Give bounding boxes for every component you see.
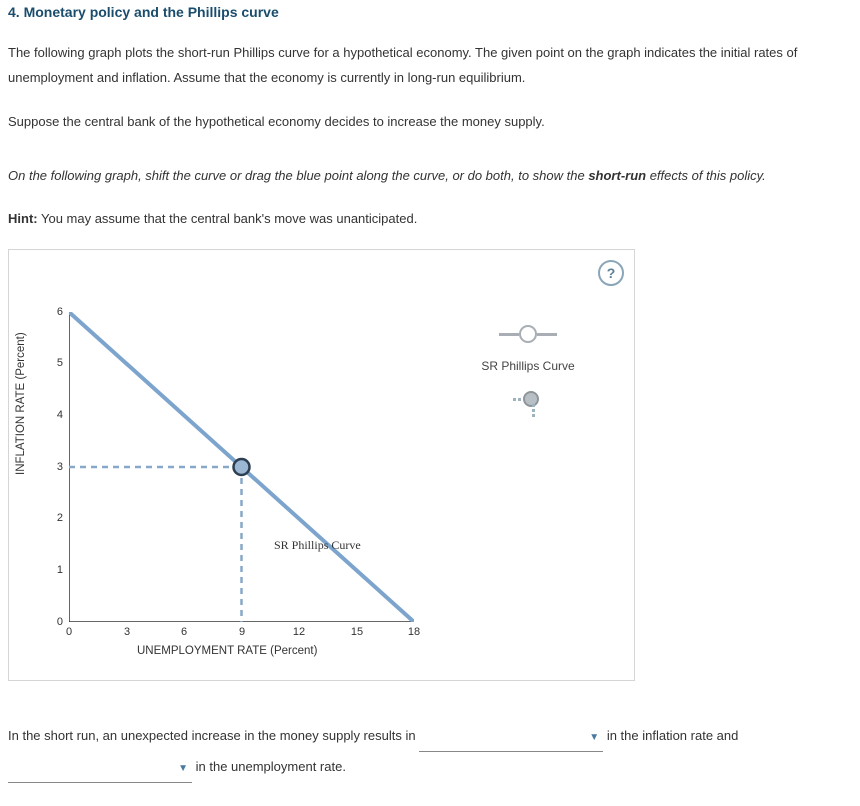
instruction-emphasis: short-run [588, 168, 646, 183]
x-tick-9: 9 [232, 626, 252, 638]
y-tick-6: 6 [47, 306, 63, 318]
instruction-suffix: effects of this policy. [646, 168, 766, 183]
legend-curve-handle[interactable] [458, 325, 598, 343]
hint-text: Hint: You may assume that the central ba… [8, 207, 852, 232]
y-tick-2: 2 [47, 512, 63, 524]
answer-post: in the unemployment rate. [196, 759, 346, 774]
y-tick-5: 5 [47, 357, 63, 369]
legend-curve-label: SR Phillips Curve [458, 359, 598, 373]
x-tick-3: 3 [117, 626, 137, 638]
y-axis-label: INFLATION RATE (Percent) [15, 333, 27, 476]
x-tick-18: 18 [404, 626, 424, 638]
instruction-prefix: On the following graph, shift the curve … [8, 168, 588, 183]
paragraph-1: The following graph plots the short-run … [8, 40, 852, 91]
x-tick-15: 15 [347, 626, 367, 638]
unemployment-direction-dropdown[interactable]: ▼ [8, 752, 192, 783]
inflation-direction-dropdown[interactable]: ▼ [419, 721, 603, 752]
hint-body: You may assume that the central bank's m… [38, 211, 418, 226]
instruction-text: On the following graph, shift the curve … [8, 164, 852, 189]
help-icon[interactable]: ? [598, 260, 624, 286]
caret-down-icon: ▼ [178, 763, 188, 774]
y-tick-4: 4 [47, 409, 63, 421]
answer-mid: in the inflation rate and [607, 728, 739, 743]
x-tick-12: 12 [289, 626, 309, 638]
equilibrium-point-marker[interactable] [234, 459, 250, 475]
y-tick-3: 3 [47, 461, 63, 473]
chart-container: ? INFLATION RATE (Percent) UNEMPLOYMENT … [8, 249, 635, 681]
phillips-curve-plot[interactable]: SR Phillips Curve [69, 312, 414, 622]
x-tick-0: 0 [59, 626, 79, 638]
hint-label: Hint: [8, 211, 38, 226]
caret-down-icon: ▼ [589, 732, 599, 743]
y-tick-1: 1 [47, 564, 63, 576]
curve-label-in-plot: SR Phillips Curve [274, 538, 361, 552]
answer-pre: In the short run, an unexpected increase… [8, 728, 419, 743]
x-axis-label: UNEMPLOYMENT RATE (Percent) [137, 645, 317, 657]
chart-legend: SR Phillips Curve [458, 325, 598, 407]
x-tick-6: 6 [174, 626, 194, 638]
answer-sentence: In the short run, an unexpected increase… [8, 721, 852, 783]
legend-point-handle[interactable] [458, 391, 598, 407]
paragraph-2: Suppose the central bank of the hypothet… [8, 109, 852, 134]
question-title: 4. Monetary policy and the Phillips curv… [8, 4, 852, 20]
